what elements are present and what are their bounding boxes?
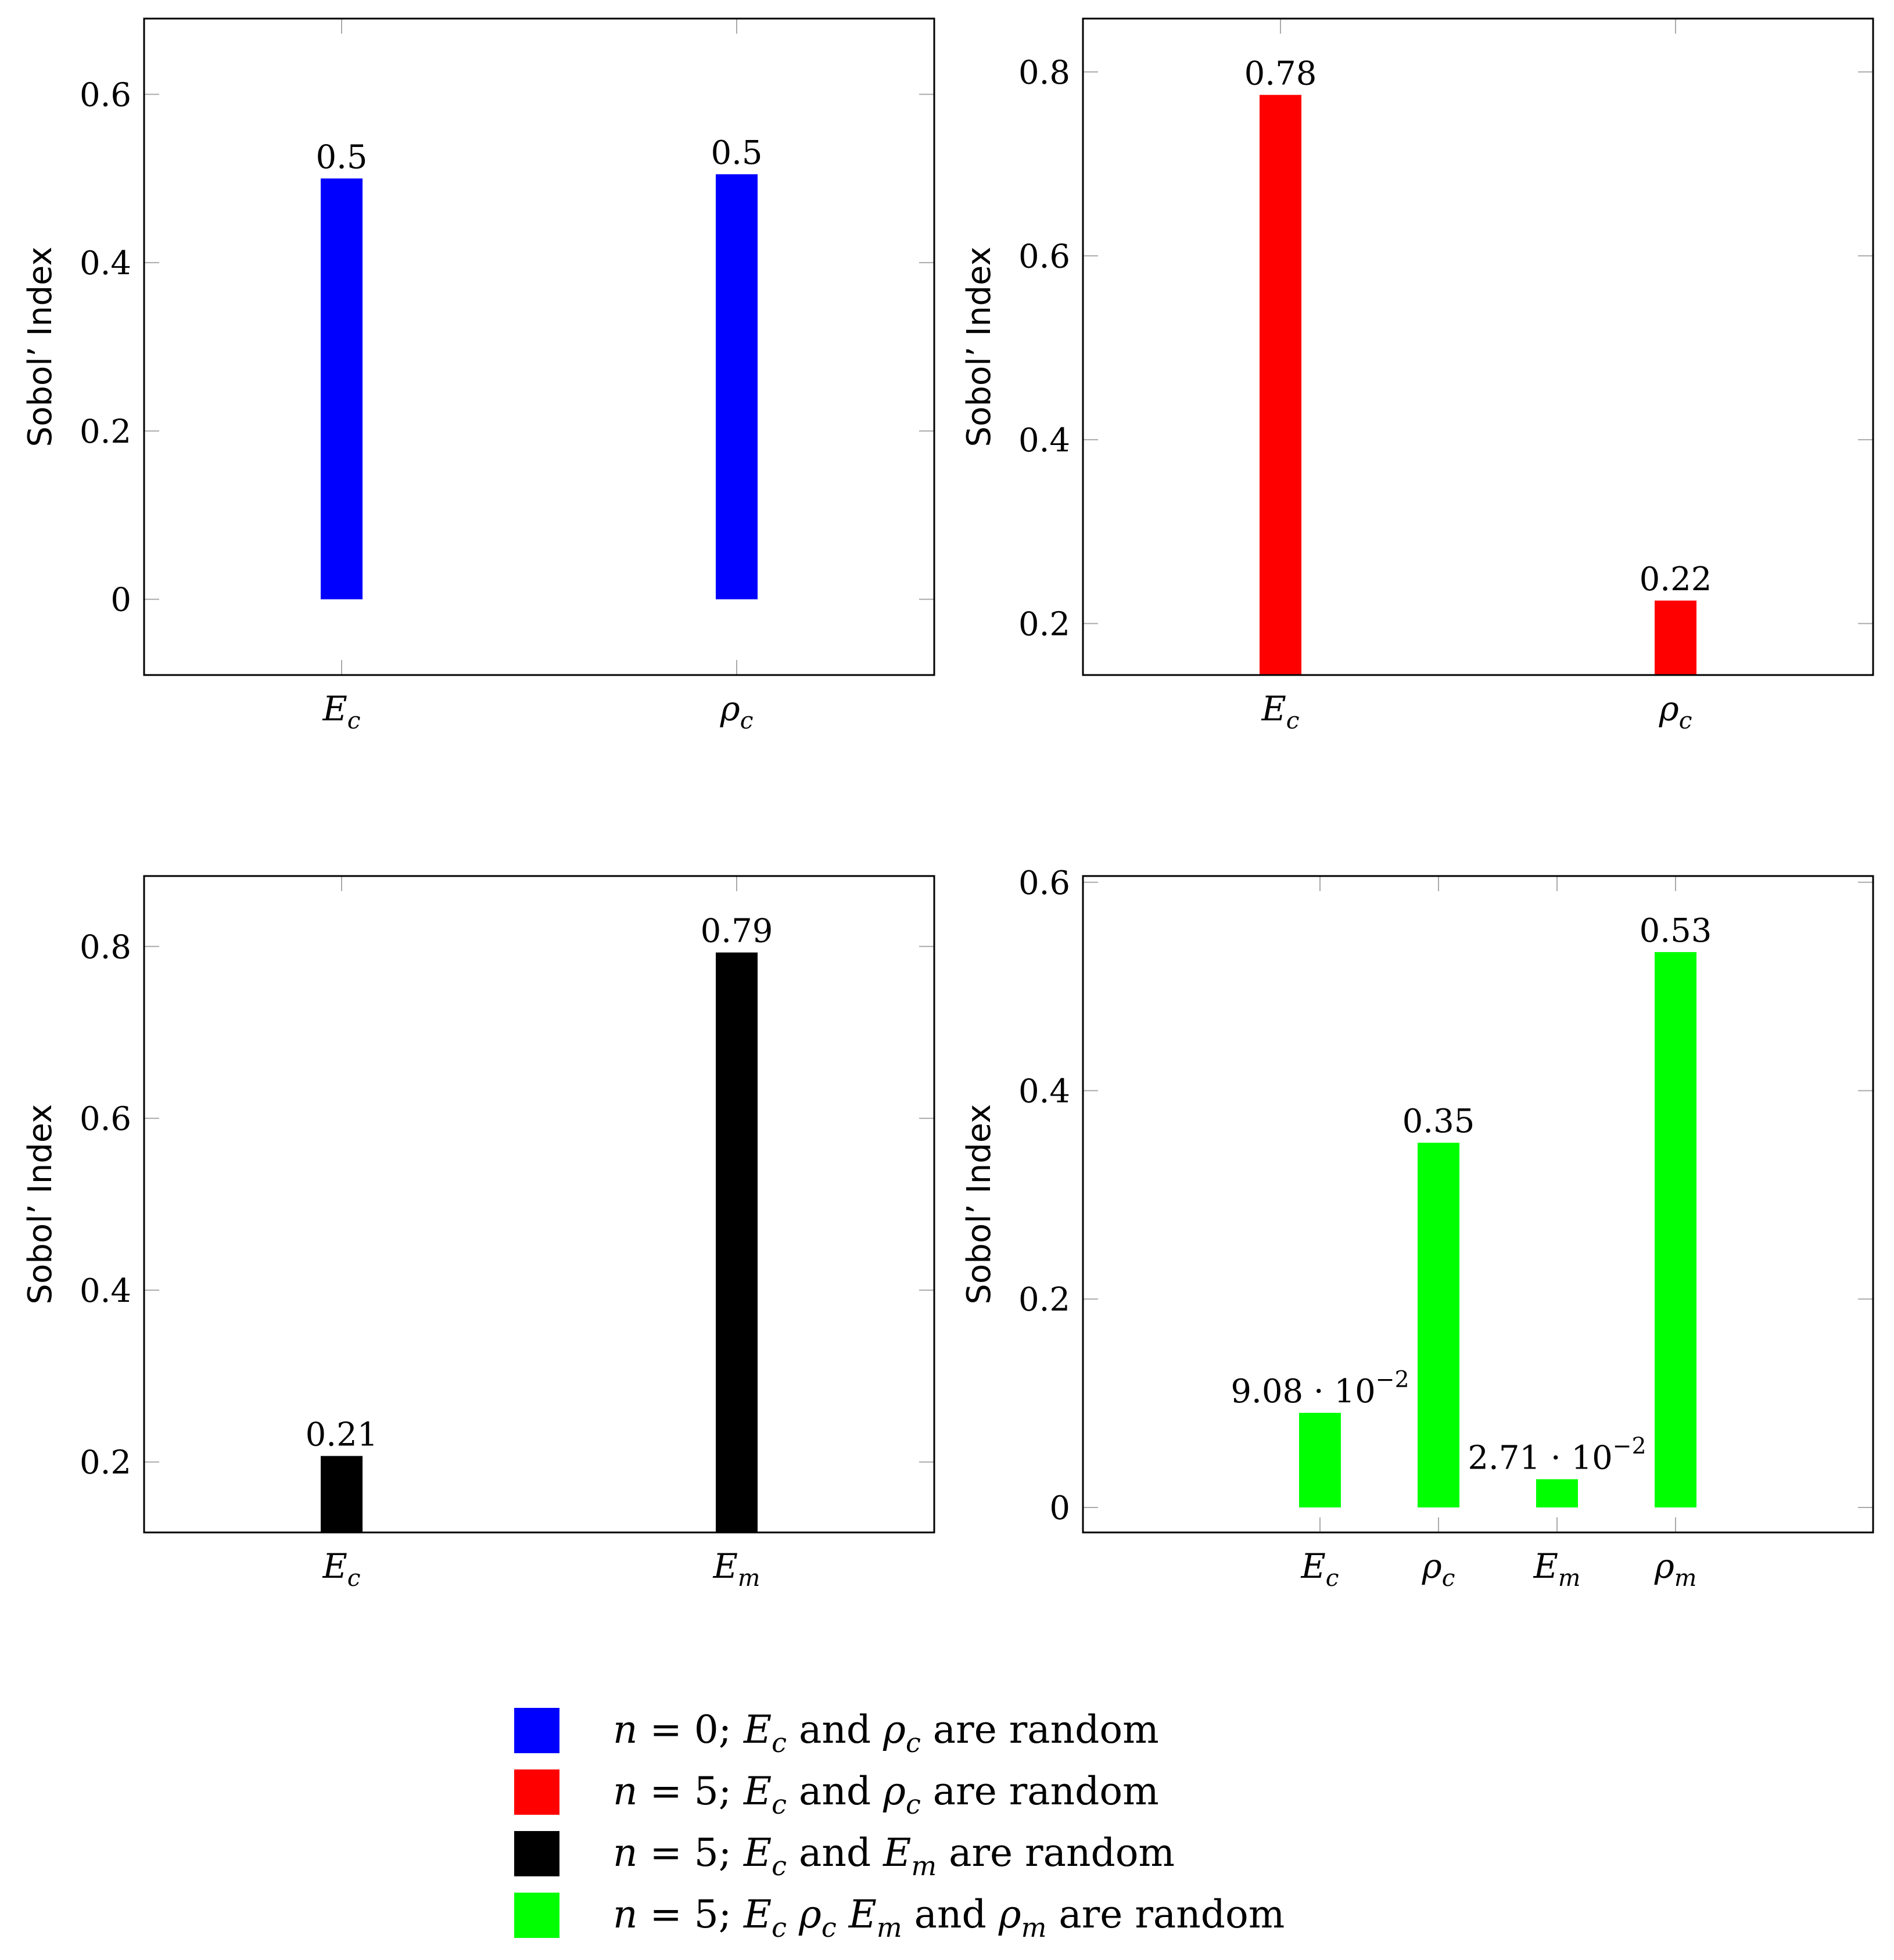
bar-value-label: 0.35 [1402,1103,1475,1140]
y-tick-label: 0.4 [80,1272,131,1310]
y-tick-label: 0 [110,581,131,619]
x-category-label: Ec [1300,1546,1339,1592]
bar [1260,95,1301,676]
x-category-label: Ec [1261,689,1299,734]
y-axis-label: Sobol’ Index [21,1104,59,1305]
legend: n = 0; Ec and ρc are random n = 5; Ec and… [514,1707,1285,1943]
chart-panel-bottom-left: 0.2 0.4 0.6 0.8 Sobol’ Index 0.21 Ec 0.79 Em [21,875,935,1592]
x-category-label: ρc [720,689,754,734]
plot-frame [143,875,935,1534]
x-category-label: ρc [1659,689,1692,734]
y-tick-label: 0.6 [80,1100,131,1138]
x-category-label: ρm [1654,1546,1697,1592]
legend-entry: n = 5; Ec and ρc are random [514,1769,1159,1820]
legend-swatch [514,1708,559,1753]
x-category-label: Em [1533,1546,1581,1592]
x-category-label: Ec [322,689,360,734]
y-tick-label: 0.8 [1018,54,1070,92]
plot-frame [1082,17,1874,676]
bar [1299,1413,1341,1507]
bar [1536,1479,1578,1507]
y-tick-label: 0.6 [1018,238,1070,275]
y-axis-label: Sobol’ Index [960,247,998,447]
chart-panel-top-right: 0.2 0.4 0.6 0.8 Sobol’ Index 0.78 Ec 0.22 ρc [960,17,1874,734]
bar [716,174,758,600]
bar [1655,952,1696,1507]
y-axis-label: Sobol’ Index [21,247,59,447]
bar-value-label: 9.08 · 10−2 [1231,1367,1409,1410]
bar-value-label: 0.5 [315,138,367,176]
plot-frame [1082,875,1874,1534]
chart-panel-bottom-right: 0 0.2 0.4 0.6 Sobol’ Index 9.08 · 10−2 Ec 0.35 ρ… [960,864,1874,1592]
bar-value-label: 0.79 [701,913,773,950]
y-tick-label: 0.4 [1018,1072,1070,1110]
bar [1418,1143,1459,1507]
bar [321,1456,363,1532]
bar [321,178,363,600]
x-category-label: Ec [322,1546,360,1592]
y-axis-label: Sobol’ Index [960,1104,998,1305]
y-tick-label: 0.2 [1018,1281,1070,1319]
legend-label: n = 5; Ec and ρc are random [613,1769,1159,1820]
bar [716,952,758,1532]
bar-value-label: 0.22 [1640,561,1712,598]
legend-swatch [514,1769,559,1815]
bar-value-label: 0.5 [711,134,762,172]
chart-panel-top-left: 0 0.2 0.4 0.6 Sobol’ Index 0.5 Ec 0.5 ρc [21,17,935,734]
y-tick-label: 0.4 [1018,422,1070,460]
y-tick-label: 0.6 [1018,864,1070,902]
y-tick-label: 0 [1049,1489,1070,1527]
y-tick-label: 0.2 [80,413,131,451]
y-tick-label: 0.4 [80,245,131,282]
legend-label: n = 5; Ec ρc Em and ρm are random [613,1892,1285,1943]
y-tick-label: 0.2 [80,1444,131,1482]
bar-value-label: 0.53 [1640,912,1712,950]
legend-swatch [514,1831,559,1876]
bar-value-label: 2.71 · 10−2 [1468,1433,1646,1477]
plot-frame [143,17,935,676]
bar-value-label: 0.78 [1244,55,1317,92]
x-category-label: ρc [1422,1546,1455,1592]
legend-swatch [514,1893,559,1938]
legend-entry: n = 5; Ec and Em are random [514,1830,1175,1882]
legend-label: n = 5; Ec and Em are random [613,1830,1175,1882]
bar-value-label: 0.21 [306,1416,378,1453]
legend-entry: n = 0; Ec and ρc are random [514,1707,1159,1758]
x-category-label: Em [713,1546,761,1592]
y-tick-label: 0.8 [80,928,131,966]
bar [1655,600,1696,675]
legend-label: n = 0; Ec and ρc are random [613,1707,1159,1758]
y-tick-label: 0.2 [1018,605,1070,643]
y-tick-label: 0.6 [80,76,131,114]
legend-entry: n = 5; Ec ρc Em and ρm are random [514,1892,1285,1943]
